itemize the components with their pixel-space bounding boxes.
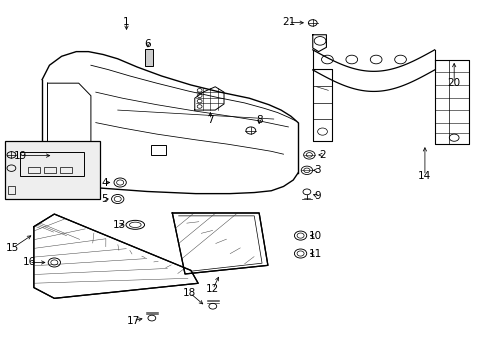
Bar	[60, 167, 72, 173]
Text: 15: 15	[6, 243, 19, 253]
Text: 10: 10	[308, 231, 321, 240]
Text: 12: 12	[206, 284, 219, 294]
Text: 19: 19	[14, 150, 27, 161]
Text: 5: 5	[101, 194, 108, 204]
Bar	[27, 167, 40, 173]
Text: 20: 20	[447, 78, 460, 88]
Bar	[20, 152, 83, 176]
Bar	[151, 145, 165, 155]
Text: 1: 1	[123, 17, 129, 27]
Text: 17: 17	[126, 316, 140, 325]
Text: 2: 2	[319, 150, 325, 160]
Text: 21: 21	[281, 17, 294, 27]
Text: 18: 18	[183, 288, 196, 298]
Text: 7: 7	[206, 115, 213, 125]
Text: 4: 4	[101, 177, 108, 188]
Text: 13: 13	[112, 220, 125, 230]
Bar	[7, 186, 15, 194]
Text: 3: 3	[314, 165, 320, 175]
Bar	[43, 167, 56, 173]
Text: 16: 16	[22, 257, 36, 267]
Text: 11: 11	[308, 248, 321, 258]
Text: 9: 9	[314, 191, 320, 201]
Text: 8: 8	[255, 115, 262, 125]
Text: 14: 14	[417, 171, 430, 181]
Text: 6: 6	[144, 39, 151, 49]
Bar	[145, 49, 153, 66]
Bar	[4, 141, 100, 199]
